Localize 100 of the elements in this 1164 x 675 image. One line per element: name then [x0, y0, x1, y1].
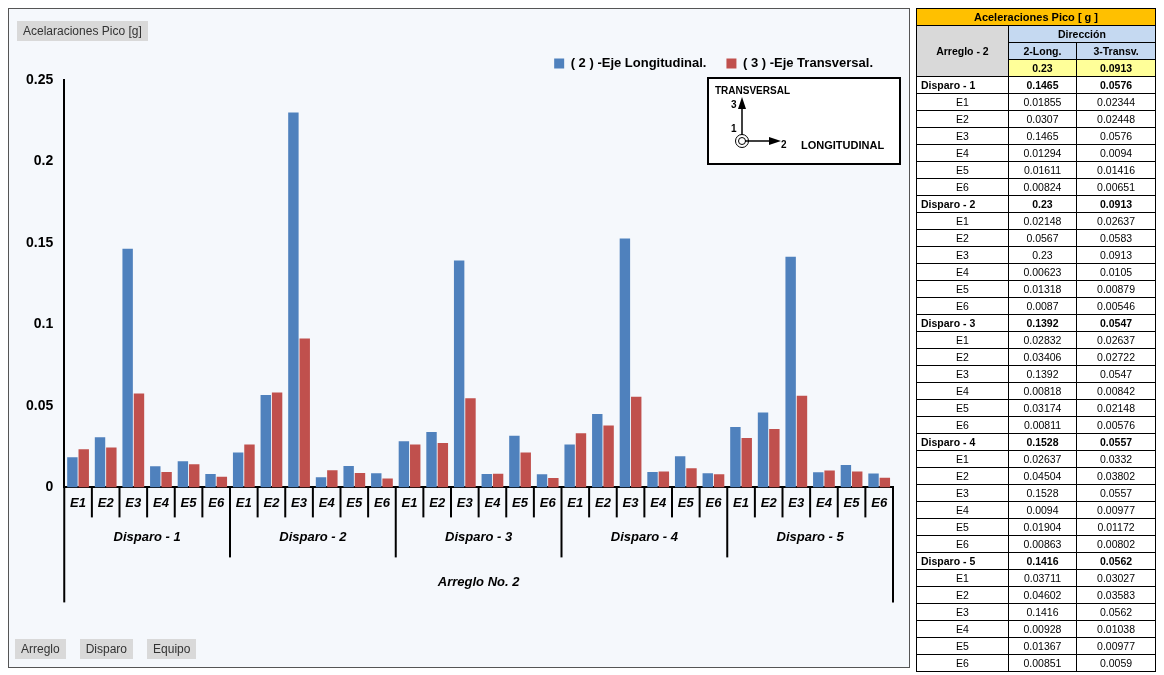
category-label: E3 — [916, 603, 1009, 621]
bar — [205, 473, 216, 488]
data-label: 0.00863 — [1008, 535, 1077, 553]
data-label: 0.03583 — [1076, 586, 1156, 604]
data-label: 0.00824 — [1008, 178, 1077, 196]
x-tick-label: E3 — [622, 494, 640, 510]
text: 0.0913 — [1076, 59, 1156, 77]
data-label: 0.0583 — [1076, 229, 1156, 247]
category-label: E1 — [916, 93, 1009, 111]
category-label: E4 — [916, 144, 1009, 162]
category-label: E4 — [916, 620, 1009, 638]
bar — [161, 472, 172, 488]
data-label: 0.02448 — [1076, 110, 1156, 128]
bar — [564, 444, 575, 488]
data-label: 0.0557 — [1076, 484, 1156, 502]
text: Disparo - 1 — [113, 528, 181, 544]
data-label: 0.0059 — [1076, 654, 1156, 672]
data-label: 0.03802 — [1076, 467, 1156, 485]
x-tick-label: E1 — [70, 494, 87, 510]
bar — [575, 433, 587, 488]
data-label: 0.0547 — [1076, 314, 1156, 332]
bar — [410, 444, 421, 488]
data-label: 0.0913 — [1076, 195, 1156, 213]
y-tick-label: 0.25 — [26, 70, 54, 87]
bar — [769, 429, 780, 488]
data-label: 0.1528 — [1008, 433, 1077, 451]
x-tick-label: E2 — [429, 494, 446, 510]
annotation: TRANSVERSAL — [715, 85, 791, 96]
legend-label: ( 2 ) -Eje Longitudinal. — [570, 55, 707, 71]
category-label: E6 — [916, 416, 1009, 434]
bar — [453, 260, 465, 488]
bar — [631, 396, 642, 488]
x-tick-label: E5 — [512, 494, 529, 510]
category-label: E2 — [916, 229, 1009, 247]
bar — [879, 477, 891, 488]
legend-label: ( 3 ) -Eje Transversal. — [742, 55, 874, 71]
bar — [216, 476, 228, 488]
bar — [315, 477, 327, 488]
data-label: 0.01855 — [1008, 93, 1077, 111]
category-label: Disparo - 1 — [916, 76, 1009, 94]
data-label: 0.04602 — [1008, 586, 1077, 604]
data-label: 0.0913 — [1076, 246, 1156, 264]
bar — [398, 441, 410, 488]
data-label: 0.23 — [1008, 246, 1077, 264]
bar — [840, 465, 852, 488]
data-label: 0.02832 — [1008, 331, 1077, 349]
bar — [785, 256, 796, 488]
data-label: 0.03711 — [1008, 569, 1077, 587]
bar — [674, 456, 686, 488]
text: Disparo — [79, 639, 134, 659]
bar — [492, 473, 504, 488]
data-label: 0.1465 — [1008, 76, 1077, 94]
data-label: 0.00842 — [1076, 382, 1156, 400]
data-label: 0.02148 — [1008, 212, 1077, 230]
data-label: 0.01367 — [1008, 637, 1077, 655]
category-label: E5 — [916, 637, 1009, 655]
data-label: 0.0307 — [1008, 110, 1077, 128]
bar — [813, 472, 824, 488]
x-tick-label: E4 — [650, 494, 667, 510]
bar — [713, 474, 725, 488]
x-tick-label: E1 — [733, 494, 750, 510]
bar — [133, 393, 145, 488]
category-label: Disparo - 4 — [916, 433, 1009, 451]
x-tick-label: E2 — [97, 494, 115, 510]
bar — [702, 473, 713, 488]
data-label: 0.0087 — [1008, 297, 1077, 315]
text: Disparo - 5 — [776, 528, 845, 544]
data-label: 0.00851 — [1008, 654, 1077, 672]
category-label: Disparo - 2 — [916, 195, 1009, 213]
bar — [189, 464, 200, 488]
bar — [271, 392, 283, 488]
text: Arreglo — [15, 639, 66, 659]
x-tick-label: E4 — [152, 494, 170, 510]
data-label: 0.04504 — [1008, 467, 1077, 485]
bar — [382, 478, 393, 488]
data-label: 0.00623 — [1008, 263, 1077, 281]
text: Arreglo - 2 — [916, 25, 1009, 77]
text: Equipo — [147, 639, 197, 659]
x-tick-label: E3 — [456, 494, 474, 510]
x-tick-label: E6 — [208, 494, 225, 510]
bar — [741, 438, 752, 488]
bar — [426, 431, 437, 488]
data-label: 0.02722 — [1076, 348, 1156, 366]
text: 0.23 — [1008, 59, 1077, 77]
data-label: 0.0557 — [1076, 433, 1156, 451]
x-tick-label: E5 — [843, 494, 861, 510]
data-label: 0.0094 — [1076, 144, 1156, 162]
bar — [244, 444, 255, 488]
category-label: E6 — [916, 654, 1009, 672]
category-label: E5 — [916, 280, 1009, 298]
bar — [122, 248, 133, 488]
data-label: 0.0567 — [1008, 229, 1077, 247]
bar — [177, 461, 189, 488]
data-label: 0.0576 — [1076, 127, 1156, 145]
data-label: 0.03174 — [1008, 399, 1077, 417]
data-label: 0.00928 — [1008, 620, 1077, 638]
x-tick-label: E3 — [788, 494, 806, 510]
bar — [78, 449, 89, 488]
category-label: E3 — [916, 127, 1009, 145]
x-tick-label: E4 — [815, 494, 833, 510]
